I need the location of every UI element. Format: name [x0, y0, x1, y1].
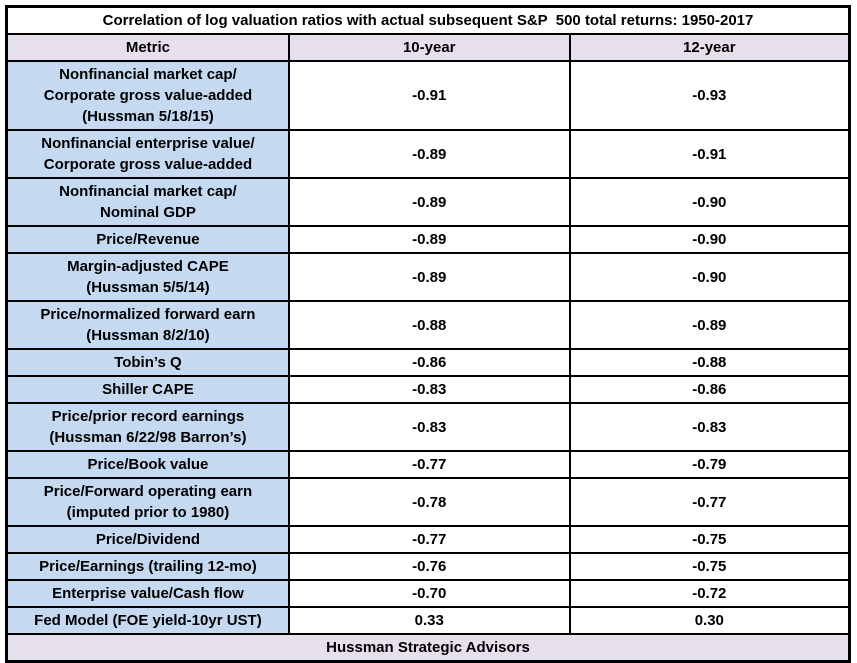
value-12yr-cell: -0.75 [568, 525, 851, 554]
table-row: Price/Revenue -0.89 -0.90 [5, 225, 851, 254]
table-footer: Hussman Strategic Advisors [5, 633, 851, 663]
table-row: Margin-adjusted CAPE (Hussman 5/5/14) -0… [5, 252, 851, 302]
table-row: Price/Forward operating earn (imputed pr… [5, 477, 851, 527]
value-12yr-cell: -0.88 [568, 348, 851, 377]
table-row: Price/Earnings (trailing 12-mo) -0.76 -0… [5, 552, 851, 581]
value-12yr-cell: -0.75 [568, 552, 851, 581]
metric-cell: Nonfinancial market cap/ Corporate gross… [5, 60, 290, 131]
table-row: Nonfinancial market cap/ Nominal GDP -0.… [5, 177, 851, 227]
metric-cell: Nonfinancial market cap/ Nominal GDP [5, 177, 290, 227]
footer-row: Hussman Strategic Advisors [5, 633, 851, 663]
value-12yr-cell: -0.72 [568, 579, 851, 608]
table-row: Price/normalized forward earn (Hussman 8… [5, 300, 851, 350]
value-12yr-cell: -0.90 [568, 225, 851, 254]
table-body: Nonfinancial market cap/ Corporate gross… [5, 60, 851, 635]
metric-cell: Fed Model (FOE yield-10yr UST) [5, 606, 290, 635]
value-12yr-cell: -0.79 [568, 450, 851, 479]
correlation-table: Correlation of log valuation ratios with… [5, 5, 851, 663]
value-12yr-cell: -0.86 [568, 375, 851, 404]
table-row: Nonfinancial enterprise value/ Corporate… [5, 129, 851, 179]
value-10yr-cell: 0.33 [287, 606, 571, 635]
value-12yr-cell: -0.90 [568, 177, 851, 227]
value-10yr-cell: -0.89 [287, 129, 571, 179]
table-row: Nonfinancial market cap/ Corporate gross… [5, 60, 851, 131]
metric-cell: Enterprise value/Cash flow [5, 579, 290, 608]
value-12yr-cell: -0.83 [568, 402, 851, 452]
value-12yr-cell: -0.90 [568, 252, 851, 302]
metric-cell: Price/Dividend [5, 525, 290, 554]
value-10yr-cell: -0.89 [287, 252, 571, 302]
table-row: Enterprise value/Cash flow -0.70 -0.72 [5, 579, 851, 608]
value-10yr-cell: -0.77 [287, 450, 571, 479]
metric-cell: Price/Book value [5, 450, 290, 479]
table-row: Fed Model (FOE yield-10yr UST) 0.33 0.30 [5, 606, 851, 635]
value-10yr-cell: -0.89 [287, 225, 571, 254]
value-10yr-cell: -0.91 [287, 60, 571, 131]
value-12yr-cell: -0.93 [568, 60, 851, 131]
metric-cell: Shiller CAPE [5, 375, 290, 404]
metric-cell: Price/Forward operating earn (imputed pr… [5, 477, 290, 527]
title-row: Correlation of log valuation ratios with… [5, 5, 851, 35]
table-row: Price/Book value -0.77 -0.79 [5, 450, 851, 479]
value-10yr-cell: -0.88 [287, 300, 571, 350]
value-10yr-cell: -0.83 [287, 402, 571, 452]
table-row: Price/Dividend -0.77 -0.75 [5, 525, 851, 554]
column-header-10yr: 10-year [287, 33, 571, 62]
column-header-metric: Metric [5, 33, 290, 62]
table-row: Shiller CAPE -0.83 -0.86 [5, 375, 851, 404]
value-10yr-cell: -0.70 [287, 579, 571, 608]
value-12yr-cell: 0.30 [568, 606, 851, 635]
value-10yr-cell: -0.83 [287, 375, 571, 404]
column-header-12yr: 12-year [568, 33, 851, 62]
metric-cell: Price/Earnings (trailing 12-mo) [5, 552, 290, 581]
value-10yr-cell: -0.78 [287, 477, 571, 527]
table-row: Price/prior record earnings (Hussman 6/2… [5, 402, 851, 452]
value-10yr-cell: -0.86 [287, 348, 571, 377]
value-10yr-cell: -0.89 [287, 177, 571, 227]
metric-cell: Tobin’s Q [5, 348, 290, 377]
table-figure: Correlation of log valuation ratios with… [5, 5, 851, 663]
value-10yr-cell: -0.76 [287, 552, 571, 581]
metric-cell: Price/Revenue [5, 225, 290, 254]
value-12yr-cell: -0.89 [568, 300, 851, 350]
header-row: Metric 10-year 12-year [5, 33, 851, 62]
metric-cell: Nonfinancial enterprise value/ Corporate… [5, 129, 290, 179]
table-title: Correlation of log valuation ratios with… [5, 5, 851, 35]
value-12yr-cell: -0.77 [568, 477, 851, 527]
metric-cell: Margin-adjusted CAPE (Hussman 5/5/14) [5, 252, 290, 302]
metric-cell: Price/prior record earnings (Hussman 6/2… [5, 402, 290, 452]
table-row: Tobin’s Q -0.86 -0.88 [5, 348, 851, 377]
value-12yr-cell: -0.91 [568, 129, 851, 179]
metric-cell: Price/normalized forward earn (Hussman 8… [5, 300, 290, 350]
value-10yr-cell: -0.77 [287, 525, 571, 554]
